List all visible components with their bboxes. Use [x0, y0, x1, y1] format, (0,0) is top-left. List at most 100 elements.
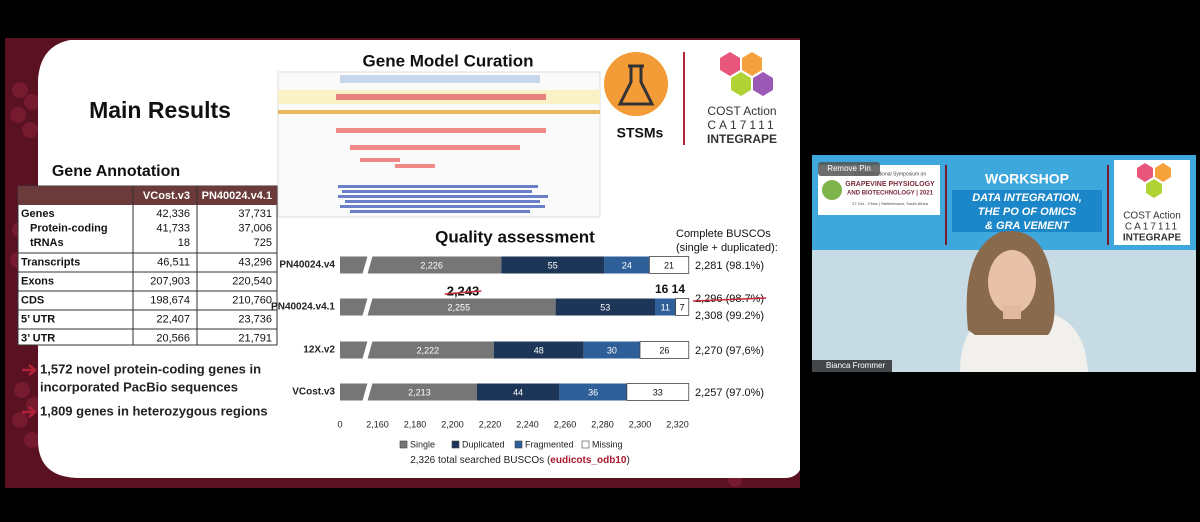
hexagon	[1137, 163, 1153, 182]
legend-label: Single	[410, 439, 435, 449]
cell: 198,674	[150, 294, 190, 306]
legend-label: Duplicated	[462, 439, 505, 449]
conference-text: 27 Oct - 3 Nov | Stellenbosch, South Afr…	[852, 201, 929, 206]
total-label: 2,270 (97,6%)	[695, 345, 764, 357]
cost-line: INTEGRAPE	[707, 132, 777, 146]
axis-break	[362, 381, 373, 403]
bar-segment	[340, 256, 502, 274]
cell: 220,540	[232, 275, 272, 287]
workshop-title: WORKSHOP	[985, 171, 1069, 187]
bar-segment	[675, 298, 690, 316]
category-label: PN40024.v4.1	[271, 302, 335, 313]
bar-segment	[626, 383, 690, 401]
bar-segment	[501, 256, 605, 274]
hexagon	[1155, 163, 1171, 182]
footer-part: 2,326 total searched BUSCOs (	[410, 455, 551, 466]
legend-label: Missing	[592, 439, 623, 449]
row-label: Genes	[21, 208, 55, 220]
cost-logo: COST Action CA17111 INTEGRAPE	[707, 52, 777, 146]
value-label: 55	[548, 260, 558, 270]
cell: 20,566	[156, 332, 190, 344]
value-label: 33	[653, 387, 663, 397]
strike-line	[444, 290, 482, 295]
conference-text: AND BIOTECHNOLOGY | 2021	[847, 191, 934, 197]
bullet-text: 1,572 novel protein-coding genes in	[40, 361, 261, 376]
x-tick-label: 2,180	[404, 419, 427, 429]
legend-swatch	[451, 440, 460, 449]
bullet-arrow	[22, 364, 37, 376]
bullet-text: 1,809 genes in heterozygous regions	[40, 403, 268, 418]
axis-break	[362, 339, 373, 361]
remove-pin-label[interactable]: Remove Pin	[827, 164, 871, 173]
bullet-text: incorporated PacBio sequences	[40, 379, 238, 394]
participant-name: Bianca Frommer	[826, 361, 885, 370]
x-tick-label: 2,320	[666, 419, 689, 429]
bar-segment	[559, 383, 627, 401]
legend-swatch	[581, 440, 590, 449]
x-tick-label: 2,240	[516, 419, 539, 429]
table-title: Gene Annotation	[52, 163, 180, 180]
x-tick-label: 2,280	[591, 419, 614, 429]
bar-segment	[648, 256, 690, 274]
bar-segment	[604, 256, 650, 274]
conference-text: XIth International Symposium on	[854, 171, 926, 177]
row-label: 3’ UTR	[21, 332, 55, 344]
bar-segment	[493, 341, 584, 359]
cell: 23,736	[238, 313, 272, 325]
cell: 21,791	[238, 332, 272, 344]
x-tick-label: 2,160	[366, 419, 389, 429]
x-tick-label: 2,200	[441, 419, 464, 429]
cost-line: INTEGRAPE	[1123, 233, 1182, 244]
x-tick-label: 2,220	[479, 419, 502, 429]
remove-pin-button[interactable]	[818, 162, 880, 176]
x-tick-label: 0	[337, 419, 342, 429]
genome-browser-image	[277, 71, 601, 218]
row-label: 5’ UTR	[21, 313, 55, 325]
chart: Quality assessment Complete BUSCOs (single…	[271, 227, 778, 465]
row-label: Protein-coding	[30, 222, 108, 234]
value-label: 7	[680, 302, 685, 312]
value-label: 48	[534, 345, 544, 355]
hexagon	[1146, 179, 1162, 198]
bar-segment	[476, 383, 560, 401]
cell: 207,903	[150, 275, 190, 287]
axis-break	[362, 296, 373, 318]
value-label: 2,222	[417, 345, 440, 355]
value-label: 36	[588, 387, 598, 397]
flask-icon	[617, 64, 655, 106]
footer-part: )	[626, 455, 629, 466]
category-label: VCost.v3	[292, 387, 335, 398]
value-label: 24	[622, 260, 632, 270]
cell: 210,760	[232, 294, 272, 306]
chart-footer: 2,326 total searched BUSCOs (eudicots_od…	[410, 455, 630, 466]
conference-text: GRAPEVINE PHYSIOLOGY	[845, 181, 935, 188]
row-label: CDS	[21, 294, 44, 306]
value-label: 11	[661, 302, 670, 312]
axis-break	[362, 254, 373, 276]
bullet-arrow	[22, 406, 37, 418]
bar-segment	[639, 341, 690, 359]
x-tick-label: 2,300	[629, 419, 652, 429]
video-tile: XIth International Symposium on GRAPEVIN…	[812, 155, 1196, 372]
cell: 37,731	[238, 208, 272, 220]
cell: 725	[254, 237, 272, 249]
total-label: 2,308 (99.2%)	[695, 310, 764, 322]
workshop-box	[952, 190, 1102, 232]
cost-line: COST Action	[707, 104, 776, 118]
cell: 22,407	[156, 313, 190, 325]
table-header: PN40024.v4.1	[202, 190, 272, 202]
value-label: 30	[607, 345, 617, 355]
value-label: 2,226	[420, 260, 443, 270]
category-label: PN40024.v4	[279, 260, 335, 271]
bar-segment	[655, 298, 676, 316]
x-tick-label: 2,260	[554, 419, 577, 429]
struck-annotation: 2,243	[447, 283, 480, 298]
cell: 18	[178, 237, 190, 249]
bar-segment	[340, 383, 477, 401]
stsm-icon	[604, 52, 668, 116]
cost-line: COST Action	[1123, 211, 1181, 222]
value-label: 21	[664, 260, 674, 270]
workshop-line: & GRA VEMENT	[985, 220, 1070, 232]
cell: 41,733	[156, 222, 190, 234]
